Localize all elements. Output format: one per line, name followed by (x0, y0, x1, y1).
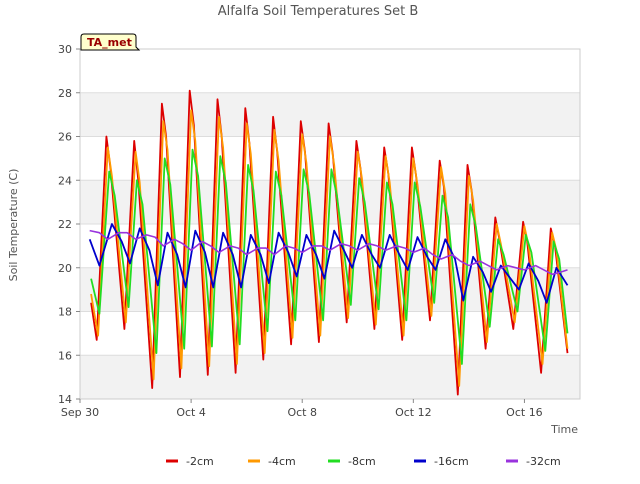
y-tick-label: 28 (58, 87, 72, 100)
x-axis-label: Time (550, 423, 578, 436)
legend-label: -16cm (434, 455, 469, 468)
legend-label: -4cm (268, 455, 296, 468)
station-badge-label: TA_met (87, 36, 132, 49)
y-tick-label: 30 (58, 43, 72, 56)
legend-label: -8cm (348, 455, 376, 468)
legend: -2cm -4cm -8cm -16cm -32cm (166, 455, 561, 468)
y-tick-label: 14 (58, 393, 72, 406)
x-tick-label: Oct 16 (506, 406, 543, 419)
chart-title: Alfalfa Soil Temperatures Set B (218, 4, 419, 19)
legend-label: -32cm (526, 455, 561, 468)
series-line-8cmcm (90, 148, 569, 365)
y-tick-label: 16 (58, 349, 72, 362)
y-tick-label: 22 (58, 218, 72, 231)
y-tick-label: 18 (58, 306, 72, 319)
y-tick-label: 26 (58, 131, 72, 144)
x-tick-label: Oct 12 (395, 406, 432, 419)
y-tick-label: 20 (58, 262, 72, 275)
series-line-16cmcm (88, 223, 569, 304)
station-badge: TA_met (80, 33, 141, 51)
legend-label: -2cm (186, 455, 214, 468)
x-tick-label: Sep 30 (61, 406, 99, 419)
series-line-32cmcm (89, 229, 568, 276)
series-line-4cmcm (90, 109, 569, 387)
y-axis-label: Soil Temperature (C) (7, 169, 20, 282)
grid-band (80, 355, 580, 399)
x-tick-label: Oct 8 (287, 406, 317, 419)
y-tick-label: 24 (58, 174, 72, 187)
x-tick-label: Oct 4 (176, 406, 206, 419)
